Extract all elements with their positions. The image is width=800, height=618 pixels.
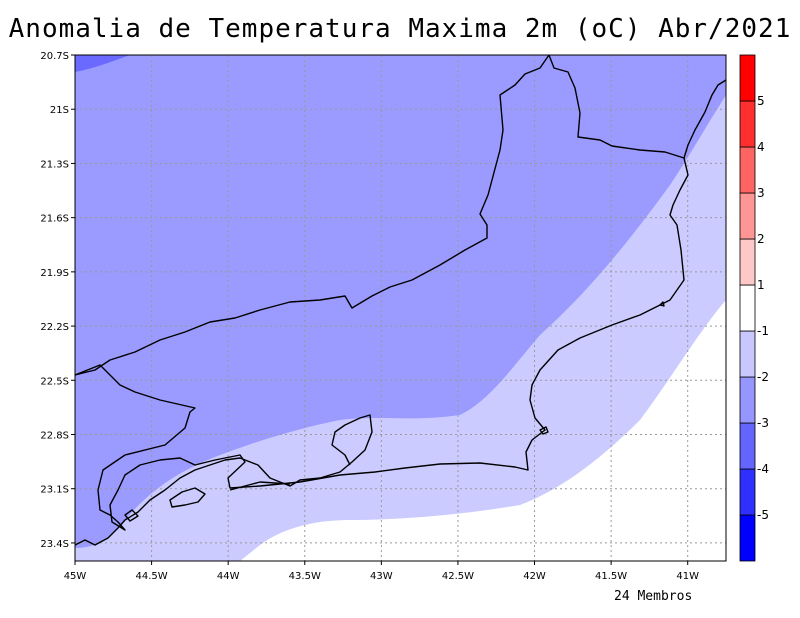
y-tick-label: 21S <box>50 105 69 116</box>
x-tick-label: 43W <box>370 571 393 582</box>
state-boundary <box>75 55 689 531</box>
y-tick-label: 22.5S <box>40 376 69 387</box>
colorbar: -5 -4 -3 -2 -1 1 2 3 4 5 <box>739 54 769 562</box>
colorbar-label: 3 <box>757 186 765 200</box>
y-tick-label: 22.2S <box>40 322 69 333</box>
x-tick-label: 43.5W <box>289 571 321 582</box>
x-tick-label: 45W <box>64 571 87 582</box>
y-tick-label: 20.7S <box>40 51 69 62</box>
x-tick-label: 44W <box>217 571 240 582</box>
y-tick-label: 21.3S <box>40 159 69 170</box>
colorbar-segment <box>739 238 756 286</box>
ilha-grande <box>169 487 206 508</box>
colorbar-segment <box>739 468 756 516</box>
plot-frame <box>74 54 727 562</box>
colorbar-segment <box>739 330 756 378</box>
y-tick-label: 23.4S <box>40 539 69 550</box>
island-small-3 <box>539 426 549 435</box>
island-small-1 <box>124 509 139 522</box>
x-tick-label: 42.5W <box>442 571 474 582</box>
y-tick-label: 23.1S <box>40 485 69 496</box>
x-tick-label: 42W <box>523 571 546 582</box>
colorbar-segment <box>739 100 756 148</box>
colorbar-label: -2 <box>757 370 769 384</box>
x-tick-label: 44.5W <box>136 571 168 582</box>
y-tick-label: 21.9S <box>40 268 69 279</box>
colorbar-segment <box>739 192 756 240</box>
colorbar-label: -3 <box>757 416 769 430</box>
colorbar-label: 2 <box>757 232 765 246</box>
map-title: Anomalia de Temperatura Maxima 2m (oC) A… <box>8 14 792 44</box>
colorbar-label: -4 <box>757 462 769 476</box>
colorbar-label: 4 <box>757 140 765 154</box>
island-small-2 <box>659 301 665 307</box>
marambaia-sandbar <box>229 481 291 491</box>
ensemble-members-label: 24 Membros <box>614 589 693 604</box>
colorbar-label: 5 <box>757 94 765 108</box>
coastline-east <box>683 79 726 159</box>
colorbar-label: -1 <box>757 324 769 338</box>
x-tick-label: 41.5W <box>595 571 627 582</box>
y-tick-label: 21.6S <box>40 214 69 225</box>
shade-medium-blue <box>75 55 726 548</box>
shade-dark-blue <box>75 55 130 72</box>
colorbar-label: -5 <box>757 508 769 522</box>
colorbar-segment <box>739 376 756 424</box>
colorbar-segment <box>739 284 756 332</box>
y-tick-label: 22.8S <box>40 431 69 442</box>
colorbar-label: 1 <box>757 278 765 292</box>
gridlines <box>75 55 726 561</box>
colorbar-segment <box>739 54 756 102</box>
colorbar-segment <box>739 146 756 194</box>
coastline-south <box>75 414 373 546</box>
x-axis-ticks: 45W 44.5W 44W 43.5W 43W 42.5W 42W 41.5W 41W <box>64 561 699 582</box>
colorbar-segment <box>739 422 756 470</box>
shading-layer <box>75 55 726 561</box>
coastline-layer <box>75 55 726 546</box>
y-axis-ticks: 20.7S 21S 21.3S 21.6S 21.9S 22.2S 22.5S 22.8S 23… <box>40 51 75 550</box>
x-tick-label: 41W <box>676 571 699 582</box>
colorbar-segment <box>739 514 756 562</box>
